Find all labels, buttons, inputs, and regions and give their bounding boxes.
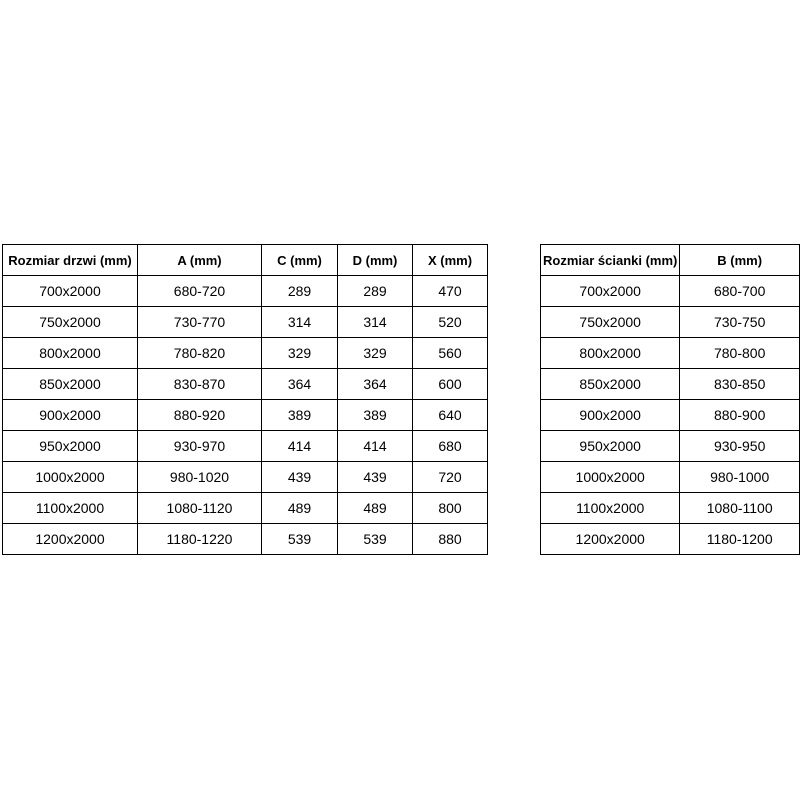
table-cell: 980-1020 bbox=[137, 461, 262, 493]
table-row: 900x2000 880-920 389 389 640 bbox=[2, 399, 488, 431]
table-cell: 1080-1120 bbox=[137, 492, 262, 524]
table-cell: 680-700 bbox=[679, 275, 800, 307]
table-cell: 1080-1100 bbox=[679, 492, 800, 524]
table-row: 800x2000 780-800 bbox=[539, 337, 800, 369]
table-cell: 700x2000 bbox=[539, 275, 681, 307]
table-cell: 950x2000 bbox=[539, 430, 681, 462]
table-cell: 780-820 bbox=[137, 337, 262, 369]
table-cell: 329 bbox=[261, 337, 338, 369]
column-header: D (mm) bbox=[337, 244, 413, 276]
table-row: 1000x2000 980-1000 bbox=[539, 461, 800, 493]
table-cell: 880-900 bbox=[679, 399, 800, 431]
table-cell: 289 bbox=[261, 275, 338, 307]
table-row: 750x2000 730-770 314 314 520 bbox=[2, 306, 488, 338]
table-row: 800x2000 780-820 329 329 560 bbox=[2, 337, 488, 369]
table-cell: 364 bbox=[337, 368, 413, 400]
table-cell: 750x2000 bbox=[539, 306, 681, 338]
column-header: A (mm) bbox=[137, 244, 262, 276]
column-header: C (mm) bbox=[261, 244, 338, 276]
table-cell: 560 bbox=[412, 337, 488, 369]
table-cell: 800 bbox=[412, 492, 488, 524]
door-dimensions-table: Rozmiar drzwi (mm) A (mm) C (mm) D (mm) X (m… bbox=[2, 244, 488, 555]
table-cell: 1200x2000 bbox=[2, 523, 138, 555]
table-cell: 289 bbox=[337, 275, 413, 307]
table-cell: 539 bbox=[261, 523, 338, 555]
door-table-header-row: Rozmiar drzwi (mm) A (mm) C (mm) D (mm) X (m… bbox=[2, 244, 488, 276]
table-cell: 900x2000 bbox=[539, 399, 681, 431]
table-row: 1100x2000 1080-1120 489 489 800 bbox=[2, 492, 488, 524]
table-row: 1200x2000 1180-1220 539 539 880 bbox=[2, 523, 488, 555]
table-cell: 389 bbox=[337, 399, 413, 431]
table-cell: 314 bbox=[337, 306, 413, 338]
table-cell: 489 bbox=[261, 492, 338, 524]
table-cell: 800x2000 bbox=[2, 337, 138, 369]
table-row: 950x2000 930-970 414 414 680 bbox=[2, 430, 488, 462]
table-cell: 1000x2000 bbox=[539, 461, 681, 493]
table-cell: 930-970 bbox=[137, 430, 262, 462]
table-cell: 880 bbox=[412, 523, 488, 555]
table-cell: 750x2000 bbox=[2, 306, 138, 338]
column-header: Rozmiar drzwi (mm) bbox=[2, 244, 138, 276]
table-cell: 850x2000 bbox=[539, 368, 681, 400]
table-row: 950x2000 930-950 bbox=[539, 430, 800, 462]
table-cell: 414 bbox=[337, 430, 413, 462]
table-cell: 439 bbox=[337, 461, 413, 493]
table-cell: 489 bbox=[337, 492, 413, 524]
table-cell: 364 bbox=[261, 368, 338, 400]
table-cell: 439 bbox=[261, 461, 338, 493]
column-header: Rozmiar ścianki (mm) bbox=[539, 244, 681, 276]
column-header: B (mm) bbox=[679, 244, 800, 276]
table-cell: 720 bbox=[412, 461, 488, 493]
wall-dimensions-table: Rozmiar ścianki (mm) B (mm) 700x2000 680-7… bbox=[539, 244, 800, 555]
table-cell: 1200x2000 bbox=[539, 523, 681, 555]
table-cell: 1180-1220 bbox=[137, 523, 262, 555]
table-cell: 1100x2000 bbox=[539, 492, 681, 524]
table-cell: 329 bbox=[337, 337, 413, 369]
column-header: X (mm) bbox=[412, 244, 488, 276]
table-row: 1200x2000 1180-1200 bbox=[539, 523, 800, 555]
table-cell: 980-1000 bbox=[679, 461, 800, 493]
table-cell: 1180-1200 bbox=[679, 523, 800, 555]
table-cell: 600 bbox=[412, 368, 488, 400]
table-row: 900x2000 880-900 bbox=[539, 399, 800, 431]
table-cell: 730-770 bbox=[137, 306, 262, 338]
table-cell: 800x2000 bbox=[539, 337, 681, 369]
table-row: 1000x2000 980-1020 439 439 720 bbox=[2, 461, 488, 493]
table-cell: 314 bbox=[261, 306, 338, 338]
table-row: 850x2000 830-870 364 364 600 bbox=[2, 368, 488, 400]
table-cell: 640 bbox=[412, 399, 488, 431]
table-cell: 780-800 bbox=[679, 337, 800, 369]
table-cell: 880-920 bbox=[137, 399, 262, 431]
table-row: 1100x2000 1080-1100 bbox=[539, 492, 800, 524]
table-cell: 520 bbox=[412, 306, 488, 338]
table-cell: 1000x2000 bbox=[2, 461, 138, 493]
table-cell: 680 bbox=[412, 430, 488, 462]
table-row: 700x2000 680-720 289 289 470 bbox=[2, 275, 488, 307]
table-cell: 700x2000 bbox=[2, 275, 138, 307]
table-cell: 830-850 bbox=[679, 368, 800, 400]
table-cell: 414 bbox=[261, 430, 338, 462]
table-cell: 680-720 bbox=[137, 275, 262, 307]
table-cell: 900x2000 bbox=[2, 399, 138, 431]
table-cell: 539 bbox=[337, 523, 413, 555]
wall-table-header-row: Rozmiar ścianki (mm) B (mm) bbox=[539, 244, 800, 276]
table-cell: 1100x2000 bbox=[2, 492, 138, 524]
wall-table-body: 700x2000 680-700 750x2000 730-750 800x2000 78… bbox=[539, 275, 800, 555]
table-cell: 470 bbox=[412, 275, 488, 307]
table-cell: 389 bbox=[261, 399, 338, 431]
table-cell: 930-950 bbox=[679, 430, 800, 462]
table-row: 850x2000 830-850 bbox=[539, 368, 800, 400]
table-cell: 950x2000 bbox=[2, 430, 138, 462]
table-cell: 830-870 bbox=[137, 368, 262, 400]
table-row: 750x2000 730-750 bbox=[539, 306, 800, 338]
table-row: 700x2000 680-700 bbox=[539, 275, 800, 307]
table-cell: 730-750 bbox=[679, 306, 800, 338]
table-cell: 850x2000 bbox=[2, 368, 138, 400]
door-table-body: 700x2000 680-720 289 289 470 750x2000 730-770 3… bbox=[2, 275, 488, 555]
